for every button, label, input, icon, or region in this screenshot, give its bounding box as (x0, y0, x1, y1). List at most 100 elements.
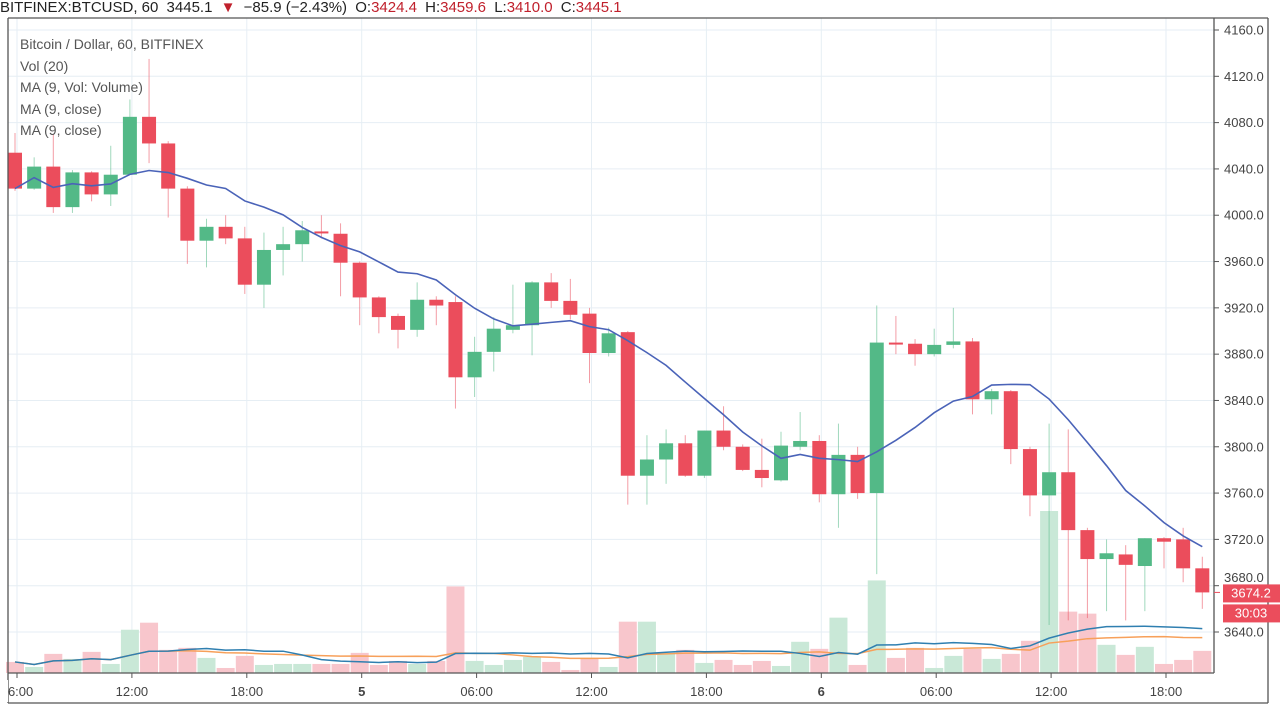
candle-body (467, 351, 482, 378)
price-tick-label: 3920.0 (1224, 300, 1264, 315)
volume-bar (867, 580, 886, 673)
time-tick-label: 06:00 (1, 684, 34, 699)
volume-bar (63, 658, 82, 673)
price-tick-label: 4160.0 (1224, 23, 1264, 38)
candle (831, 423, 846, 528)
candle-body (678, 443, 693, 476)
candle (1195, 556, 1210, 609)
time-tick-label: 18:00 (231, 684, 264, 699)
price-tick-label: 3720.0 (1224, 532, 1264, 547)
candle (1061, 429, 1076, 621)
time-tick-label: 06:00 (920, 684, 953, 699)
volume-bar (561, 669, 580, 673)
candle (563, 278, 578, 320)
candle (199, 218, 214, 268)
candle-body (965, 341, 980, 400)
candle (352, 261, 367, 326)
time-tick-label: 6 (818, 684, 825, 699)
candle-body (1118, 554, 1133, 565)
candle-body (601, 333, 616, 353)
candle (927, 328, 942, 357)
candle (410, 282, 425, 337)
price-tick-label: 3760.0 (1224, 486, 1264, 501)
candle (314, 215, 329, 239)
candle-body (1061, 472, 1076, 531)
candle (1176, 527, 1191, 583)
candle-body (984, 391, 999, 400)
candle (448, 296, 463, 409)
close-value: 3445.1 (575, 0, 622, 16)
candle-body (505, 325, 520, 330)
volume-bar (197, 657, 216, 673)
candle-body (218, 226, 233, 239)
volume-bar (1001, 653, 1020, 673)
legend-volume[interactable]: Vol (20) (20, 57, 69, 74)
candle (65, 170, 80, 213)
candle (1099, 539, 1114, 612)
volume-bar (925, 667, 944, 673)
volume-bar (523, 656, 542, 673)
candle (544, 273, 559, 308)
volume-bar (120, 629, 139, 673)
candle (1003, 390, 1018, 465)
candle (276, 226, 291, 276)
candle (850, 446, 865, 499)
legend-volume-ma[interactable]: MA (9, Vol: Volume) (20, 79, 143, 95)
candle (908, 339, 923, 366)
legend-symbol[interactable]: Bitcoin / Dollar, 60, BITFINEX (20, 36, 204, 52)
candle-body (1042, 472, 1057, 496)
candle (946, 307, 961, 349)
volume-bar (580, 657, 599, 673)
candle-body (1195, 568, 1210, 593)
candle (620, 331, 635, 505)
countdown-label: 30:03 (1235, 605, 1268, 620)
volume-bar (82, 651, 101, 673)
legend-ma-close-2[interactable]: MA (9, close) (20, 122, 102, 138)
time-tick-label: 18:00 (1150, 684, 1183, 699)
volume-bar (1135, 646, 1154, 673)
volume-bar (6, 661, 24, 673)
candle-body (142, 116, 157, 144)
volume-bar (1174, 659, 1193, 673)
current-price-label: 3674.2 (1231, 585, 1271, 600)
candle (256, 232, 271, 308)
volume-bar (695, 662, 714, 673)
candle (371, 296, 386, 334)
candle-body (1099, 553, 1114, 560)
candle (467, 336, 482, 397)
low-value: 3410.0 (506, 0, 553, 16)
candle-body (486, 328, 501, 352)
price-change: −85.9 (−2.43%) (243, 0, 348, 16)
candle-body (410, 299, 425, 330)
candle-body (639, 459, 654, 476)
candle (218, 215, 233, 245)
candle-body (391, 315, 405, 330)
time-tick-label: 5 (358, 684, 365, 699)
volume-bar (140, 622, 159, 673)
price-tick-label: 3960.0 (1224, 254, 1264, 269)
candle-body (659, 443, 674, 460)
volume-bar (1059, 611, 1078, 673)
candle (486, 317, 501, 372)
volume-bar (1155, 663, 1173, 673)
candle (1157, 537, 1171, 569)
volume-bar (44, 653, 63, 673)
candle-body (65, 172, 80, 208)
candle (1042, 423, 1057, 626)
candle-body (237, 238, 252, 285)
candle-body (8, 152, 22, 189)
candle-body (812, 440, 827, 495)
candle-body (371, 297, 386, 318)
volume-bar (848, 664, 867, 673)
candle-body (1137, 538, 1152, 567)
candle-body (716, 430, 731, 447)
candle (697, 430, 712, 479)
legend-ma-close[interactable]: MA (9, close) (20, 100, 102, 117)
candle (639, 435, 654, 505)
volume-bar (752, 660, 771, 673)
candle (965, 337, 980, 415)
symbol-name: BITFINEX:BTCUSD, 60 (0, 0, 159, 16)
candle-body (774, 445, 788, 481)
open-value: 3424.4 (371, 0, 417, 16)
